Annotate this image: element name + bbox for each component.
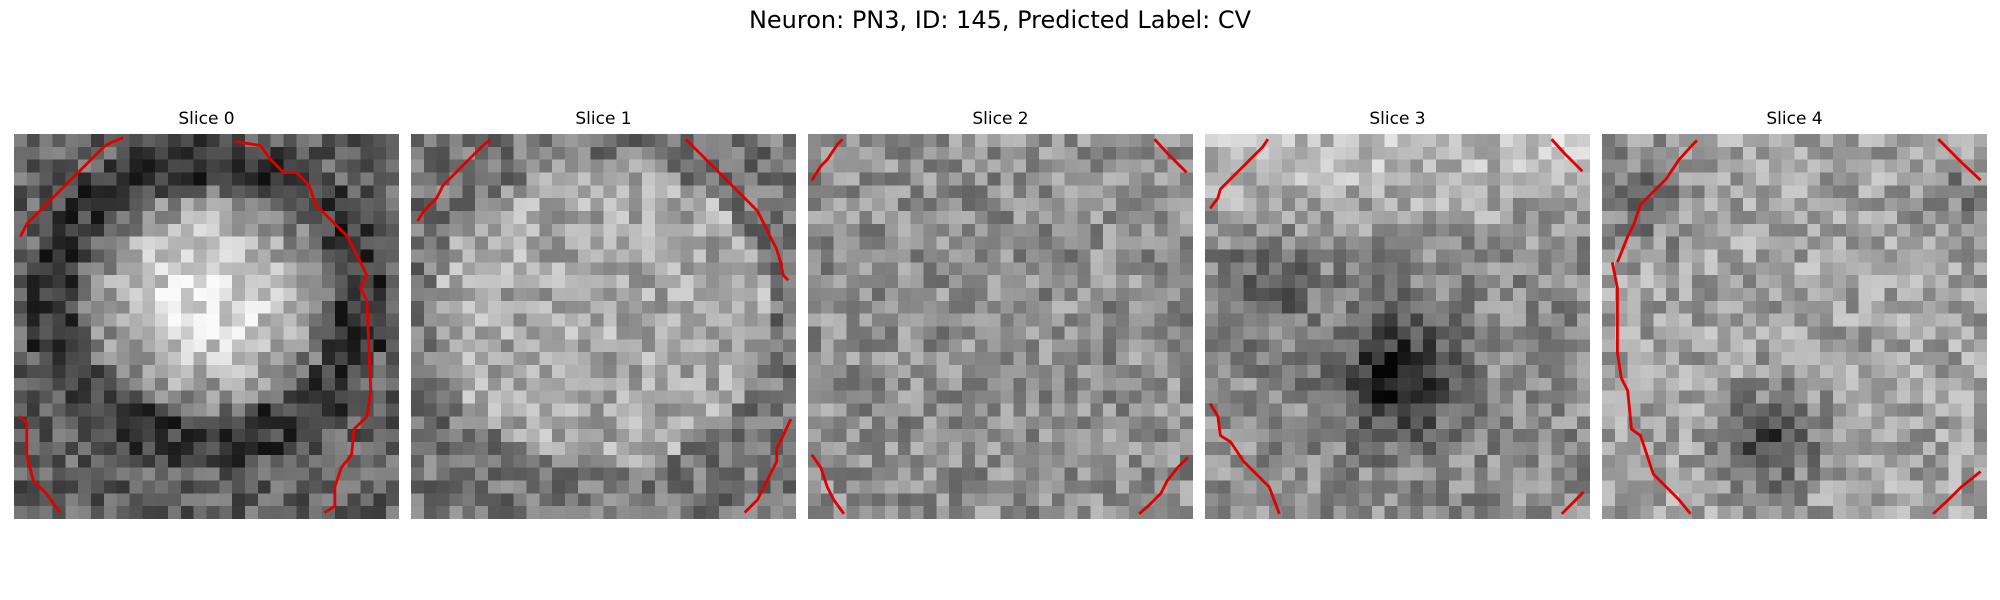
contour-line — [1138, 456, 1189, 515]
slice-image-2 — [808, 134, 1193, 519]
contour-line — [1937, 138, 1982, 182]
contour-line — [1560, 491, 1585, 515]
slice-title: Slice 0 — [178, 109, 235, 129]
slice-image-1 — [411, 134, 796, 519]
contour-line — [743, 418, 793, 514]
slice-image-0 — [14, 134, 399, 519]
contour-line — [1550, 138, 1584, 173]
contour-line — [1610, 262, 1692, 515]
slice-title: Slice 3 — [1369, 109, 1426, 129]
slice-title: Slice 4 — [1766, 109, 1823, 129]
slice-image-4 — [1602, 134, 1987, 519]
contour-line — [684, 138, 790, 282]
contour-line — [18, 415, 62, 514]
contour-line — [19, 136, 124, 238]
slice-title: Slice 2 — [972, 109, 1029, 129]
contour-line — [1616, 139, 1698, 263]
contour-line — [416, 138, 492, 223]
contour-line — [1153, 138, 1188, 174]
contour-line — [810, 454, 846, 515]
contour-line — [1208, 402, 1281, 515]
slice-title: Slice 1 — [575, 109, 632, 129]
slice-image-3 — [1205, 134, 1590, 519]
contour-line — [1932, 470, 1982, 515]
contour-line — [810, 138, 844, 181]
figure-title: Neuron: PN3, ID: 145, Predicted Label: C… — [748, 6, 1252, 34]
contour-line — [235, 140, 373, 514]
contour-line — [1209, 138, 1270, 210]
